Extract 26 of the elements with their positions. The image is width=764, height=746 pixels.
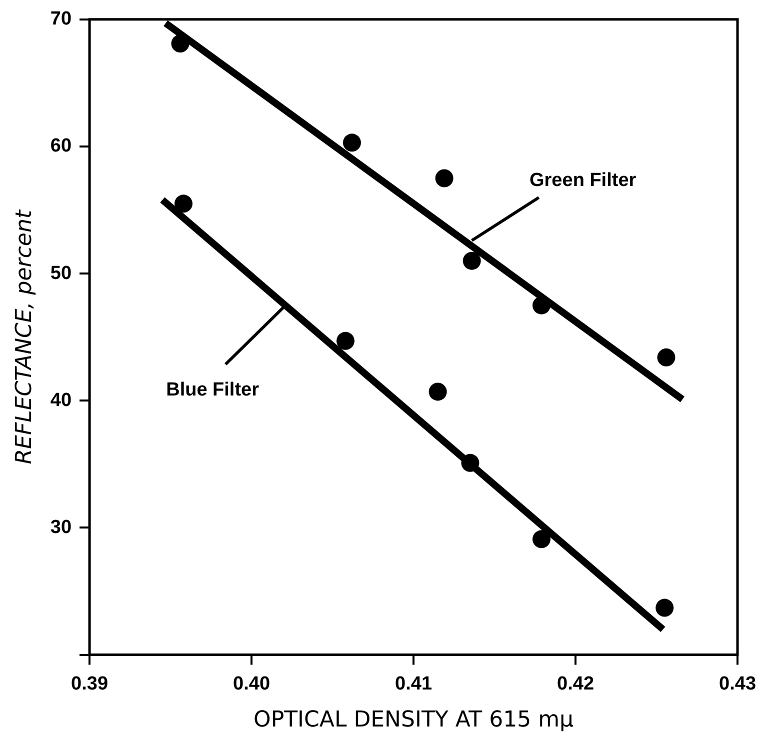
point xyxy=(342,134,361,152)
x-axis-title: OPTICAL DENSITY AT 615 mμ xyxy=(254,708,574,733)
x-tick-label: 0.39 xyxy=(71,673,108,694)
point xyxy=(171,34,190,53)
y-tick-label: 50 xyxy=(50,262,72,284)
y-tick-label: 70 xyxy=(50,8,72,30)
point xyxy=(336,332,354,350)
x-tick-label: 0.43 xyxy=(719,673,756,694)
point xyxy=(532,296,550,314)
point xyxy=(656,598,674,617)
point xyxy=(428,382,447,401)
x-tick-label: 0.41 xyxy=(395,673,432,694)
y-tick-label: 40 xyxy=(50,390,72,411)
annotation: Green Filter xyxy=(530,170,637,191)
x-tick-label: 0.42 xyxy=(557,673,594,694)
point xyxy=(461,454,480,472)
point xyxy=(174,194,192,213)
y-axis-title: REFLECTANCE, percent xyxy=(12,208,37,464)
y-tick-label: 60 xyxy=(50,136,72,157)
y-tick-label: 30 xyxy=(50,516,72,538)
point xyxy=(462,252,481,270)
x-tick-label: 0.40 xyxy=(233,673,270,694)
point xyxy=(435,169,454,188)
annotation: Blue Filter xyxy=(166,380,260,401)
point xyxy=(532,530,550,548)
point xyxy=(657,348,676,366)
